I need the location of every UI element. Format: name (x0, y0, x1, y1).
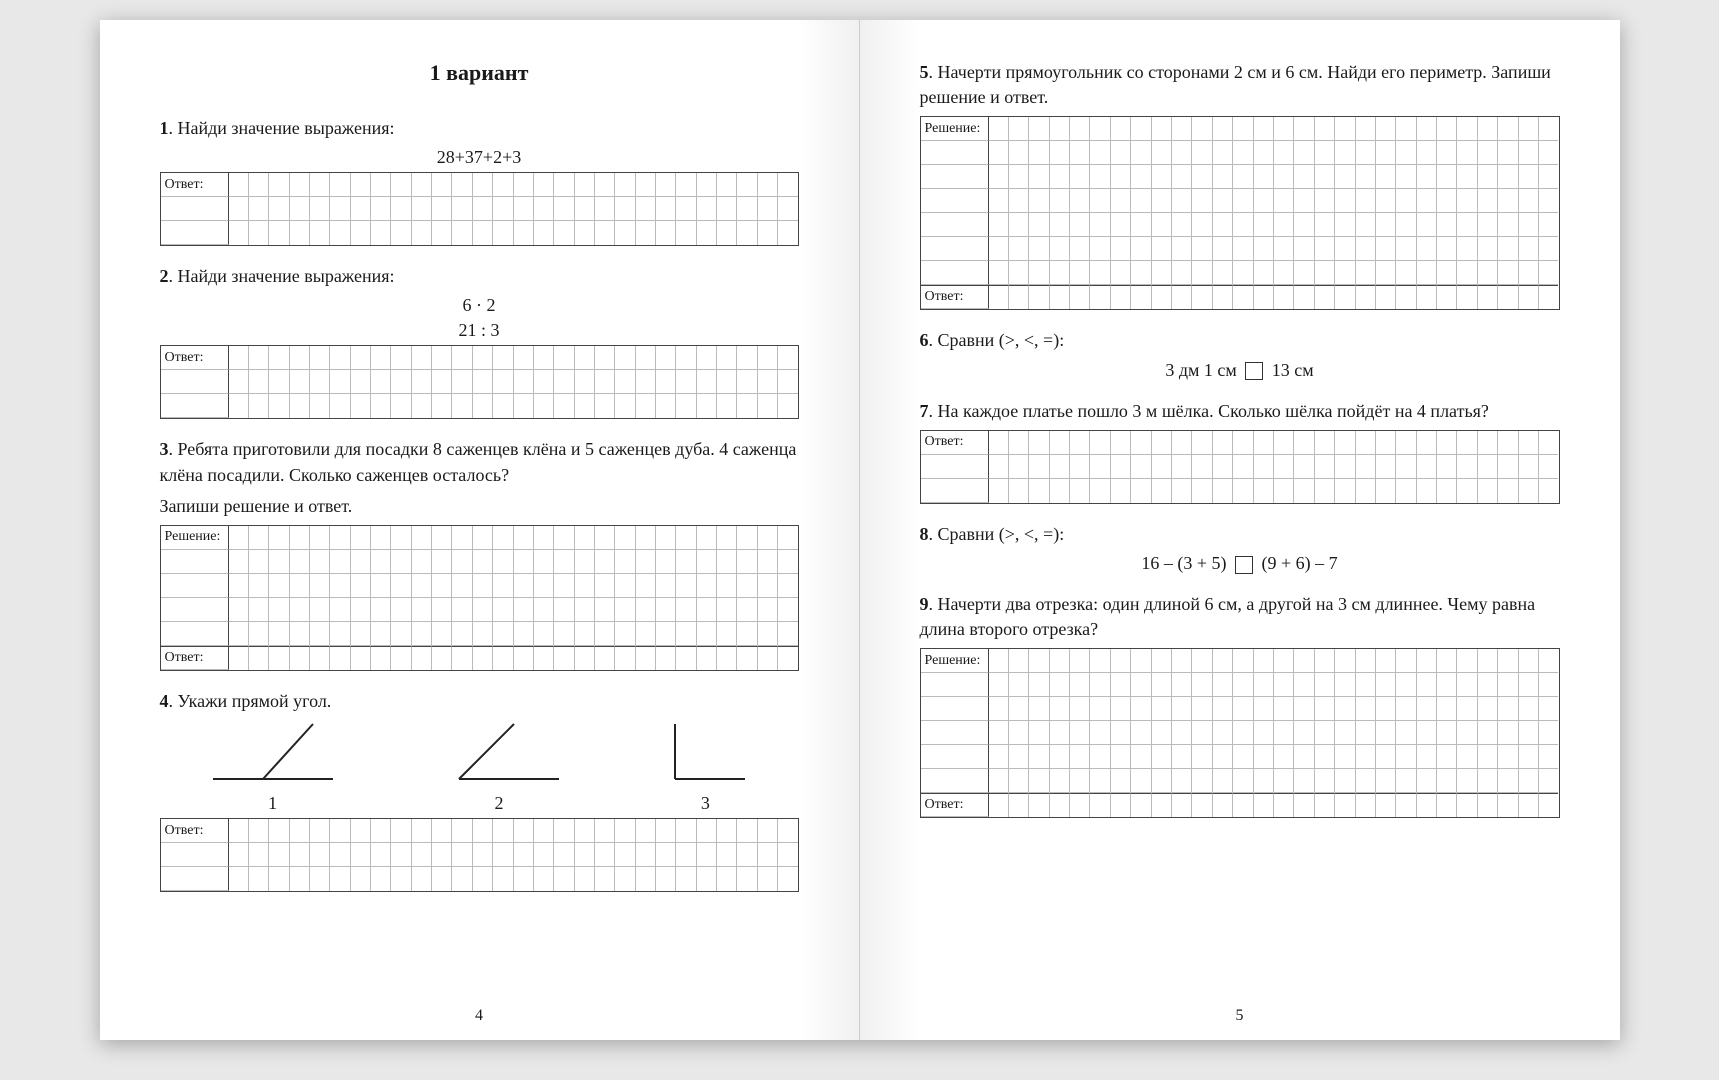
problem-4: 4. Укажи прямой угол. 1 2 (160, 689, 799, 892)
problem-3: 3. Ребята приготовили для посадки 8 саже… (160, 437, 799, 671)
problem-6: 6. Сравни (>, <, =): 3 дм 1 см 13 см (920, 328, 1560, 380)
problem-7: 7. На каждое платье пошло 3 м шёлка. Ско… (920, 399, 1560, 504)
problem-4-text: 4. Укажи прямой угол. (160, 689, 799, 714)
compare-box (1235, 556, 1253, 574)
problem-5: 5. Начерти прямоугольник со сторонами 2 … (920, 60, 1560, 310)
angle-3: 3 (655, 719, 755, 814)
problem-3-hint: Запиши решение и ответ. (160, 494, 799, 519)
problem-3-text: 3. Ребята приготовили для посадки 8 саже… (160, 437, 799, 487)
page-number-left: 4 (100, 1007, 859, 1025)
problem-9-grid: Решение:Ответ: (920, 648, 1560, 818)
problem-3-grid: Решение:Ответ: (160, 525, 799, 671)
problem-2-text: 2. Найди значение выражения: (160, 264, 799, 289)
problem-2-grid: Ответ: (160, 345, 799, 419)
problem-2-expr1: 6 · 2 (160, 295, 799, 316)
page-right: 5. Начерти прямоугольник со сторонами 2 … (860, 20, 1620, 1040)
problem-8-compare: 16 – (3 + 5) (9 + 6) – 7 (920, 553, 1560, 574)
problem-9: 9. Начерти два отрезка: один длиной 6 см… (920, 592, 1560, 818)
angle-figures: 1 2 3 (160, 724, 799, 814)
angle-2: 2 (429, 719, 569, 814)
problem-1-expr: 28+37+2+3 (160, 147, 799, 168)
problem-8: 8. Сравни (>, <, =): 16 – (3 + 5) (9 + 6… (920, 522, 1560, 574)
page-number-right: 5 (860, 1007, 1620, 1025)
problem-1: 1. Найди значение выражения: 28+37+2+3 О… (160, 116, 799, 246)
problem-5-text: 5. Начерти прямоугольник со сторонами 2 … (920, 60, 1560, 110)
problem-9-text: 9. Начерти два отрезка: один длиной 6 см… (920, 592, 1560, 642)
problem-8-text: 8. Сравни (>, <, =): (920, 522, 1560, 547)
problem-1-text: 1. Найди значение выражения: (160, 116, 799, 141)
variant-title: 1 вариант (160, 60, 799, 86)
problem-2-expr2: 21 : 3 (160, 320, 799, 341)
problem-2: 2. Найди значение выражения: 6 · 2 21 : … (160, 264, 799, 419)
angle-1: 1 (203, 719, 343, 814)
page-left: 1 вариант 1. Найди значение выражения: 2… (100, 20, 860, 1040)
problem-1-grid: Ответ: (160, 172, 799, 246)
workbook-spread: 1 вариант 1. Найди значение выражения: 2… (100, 20, 1620, 1040)
compare-box (1245, 362, 1263, 380)
problem-5-grid: Решение:Ответ: (920, 116, 1560, 310)
problem-6-text: 6. Сравни (>, <, =): (920, 328, 1560, 353)
problem-7-text: 7. На каждое платье пошло 3 м шёлка. Ско… (920, 399, 1560, 424)
problem-7-grid: Ответ: (920, 430, 1560, 504)
problem-6-compare: 3 дм 1 см 13 см (920, 360, 1560, 381)
problem-4-grid: Ответ: (160, 818, 799, 892)
